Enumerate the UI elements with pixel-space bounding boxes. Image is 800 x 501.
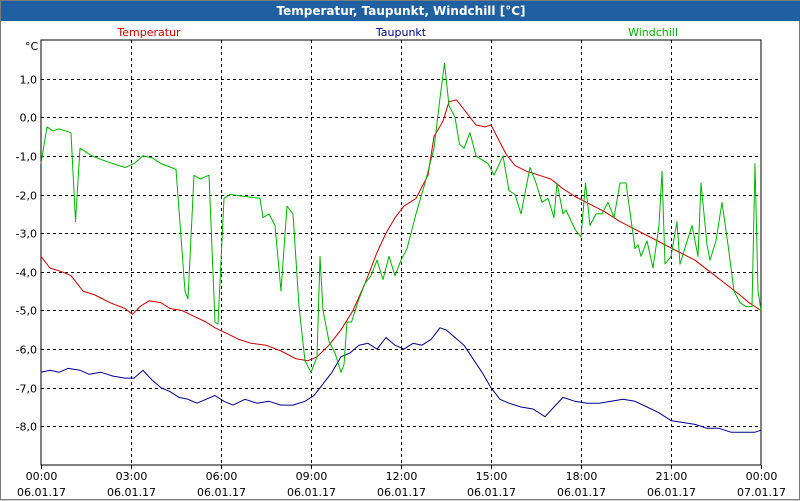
chart-title: Temperatur, Taupunkt, Windchill [°C] <box>1 1 800 21</box>
y-tick-label: -8,0 <box>16 421 37 434</box>
legend-temperatur: Temperatur <box>116 26 181 39</box>
series-line-temperatur <box>40 99 762 362</box>
y-tick-label: 0,0 <box>20 112 38 125</box>
x-tick-time: 18:00 <box>566 470 598 483</box>
x-tick-date: 06.01.17 <box>557 486 606 499</box>
legend-taupunkt: Taupunkt <box>375 26 427 39</box>
y-tick-label: -4,0 <box>16 267 37 280</box>
y-tick-label: -5,0 <box>16 305 37 318</box>
x-tick-date: 06.01.17 <box>287 486 336 499</box>
x-tick-date: 06.01.17 <box>377 486 426 499</box>
series-line-taupunkt <box>40 327 762 433</box>
x-tick-date: 06.01.17 <box>467 486 516 499</box>
x-tick-time: 00:00 <box>26 470 58 483</box>
y-tick-label: -2,0 <box>16 190 37 203</box>
x-tick-time: 09:00 <box>296 470 328 483</box>
y-tick-label: 1,0 <box>20 74 38 87</box>
x-tick-time: 03:00 <box>116 470 148 483</box>
x-tick-time: 12:00 <box>386 470 418 483</box>
x-tick-time: 06:00 <box>206 470 238 483</box>
x-tick-time: 00:00 <box>746 470 778 483</box>
series-line-windchill <box>40 62 762 373</box>
y-tick-label: -6,0 <box>16 344 37 357</box>
x-tick-date: 06.01.17 <box>17 486 66 499</box>
x-tick-time: 21:00 <box>656 470 688 483</box>
x-tick-date: 07.01.17 <box>737 486 786 499</box>
legend-windchill: Windchill <box>628 26 678 39</box>
y-tick-label: -7,0 <box>16 383 37 396</box>
x-tick-date: 06.01.17 <box>107 486 156 499</box>
y-tick-label: -1,0 <box>16 151 37 164</box>
x-tick-date: 06.01.17 <box>647 486 696 499</box>
x-tick-date: 06.01.17 <box>197 486 246 499</box>
y-tick-label: -3,0 <box>16 228 37 241</box>
y-axis-unit: °C <box>25 40 39 53</box>
x-tick-time: 15:00 <box>476 470 508 483</box>
